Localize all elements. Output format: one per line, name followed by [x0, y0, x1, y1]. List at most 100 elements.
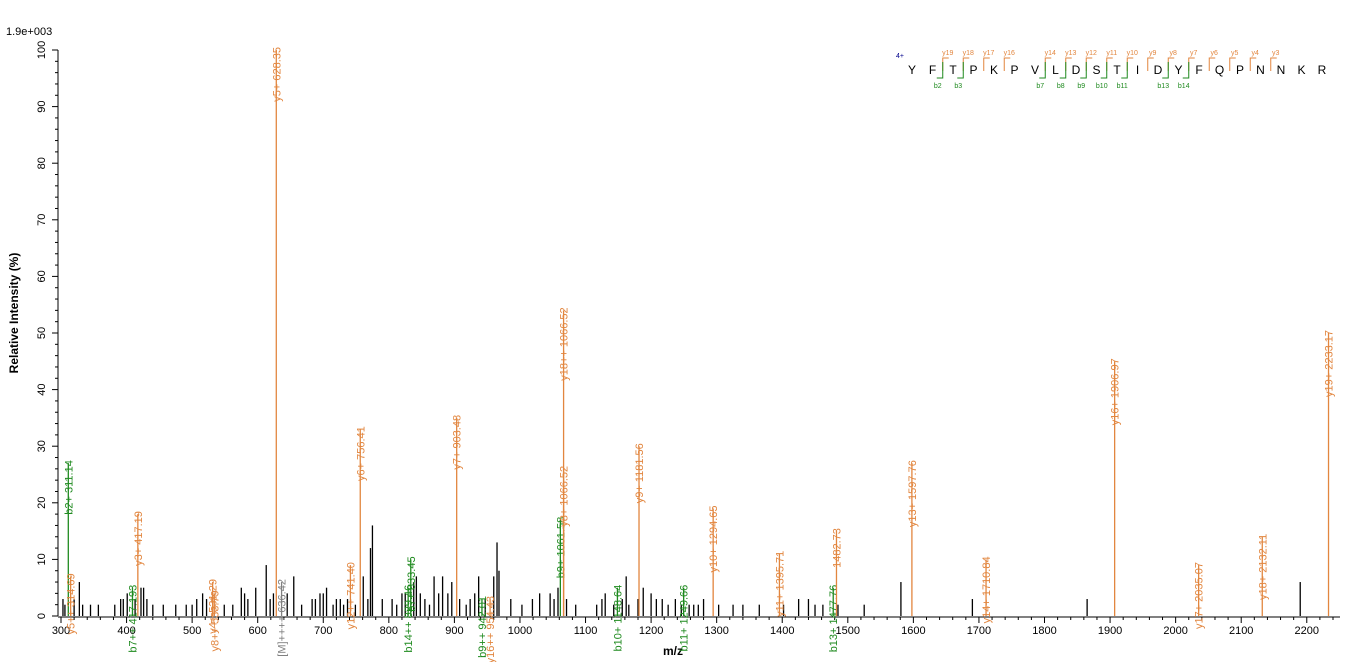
- x-tick-label: 700: [314, 625, 332, 637]
- annotated-peak: y16++ 954.43: [485, 596, 497, 662]
- annotated-peak: b14++ 829.46: [403, 585, 415, 653]
- annotated-peak: b7++ 417.193: [127, 585, 139, 653]
- residue: Q: [1215, 63, 1224, 77]
- peak-label: y16++ 954.43: [485, 596, 497, 662]
- residue: N: [1277, 63, 1286, 77]
- residue: D: [1154, 63, 1163, 77]
- peak-label: y3+ 417.19: [133, 511, 145, 566]
- residue: K: [990, 63, 998, 77]
- peak-label: y11+ 1395.71: [774, 551, 786, 617]
- y-fragment-marker: [942, 57, 949, 71]
- y-fragment-label: y7: [1190, 50, 1198, 57]
- y-tick-label: 60: [36, 270, 48, 282]
- peak-label: y16+ 1906.97: [1110, 358, 1122, 425]
- residue: L: [1052, 63, 1059, 77]
- y-fragment-marker: [1229, 57, 1236, 71]
- b-fragment-label: b11: [1117, 83, 1128, 90]
- annotated-peak: b10+ 1148.64: [612, 585, 624, 652]
- annotated-peak: y8++ 533.79: [209, 590, 221, 651]
- x-tick-label: 1800: [1032, 625, 1056, 637]
- x-tick-label: 500: [183, 625, 201, 637]
- y-tick-label: 0: [36, 613, 48, 619]
- y-tick-label: 50: [36, 327, 48, 339]
- annotated-peak: y5+ 628.35: [271, 47, 283, 616]
- y-fragment-marker: [1003, 57, 1011, 71]
- peak-label: b2+ 311.14: [63, 460, 75, 515]
- b-fragment-marker: [1059, 62, 1067, 79]
- peak-label: y19+ 2233.17: [1324, 330, 1336, 397]
- x-tick-label: 1600: [901, 625, 925, 637]
- y-fragment-marker: [1188, 57, 1195, 71]
- y-fragment-label: y6: [1211, 50, 1219, 57]
- peak-label: y8++ 533.79: [209, 590, 221, 651]
- peak-label: b9+ 1061.58: [555, 517, 567, 578]
- y-fragment-label: y17: [983, 50, 994, 57]
- b-fragment-label: b3: [954, 83, 962, 90]
- y-tick-label: 30: [36, 440, 48, 452]
- y-fragment-label: y3: [1272, 50, 1280, 57]
- annotated-peak: y12++ 741.40: [345, 562, 357, 629]
- y-fragment-marker: [1106, 57, 1113, 71]
- peak-label: y14+ 1710.84: [981, 556, 993, 623]
- peak-label: [M]++++ 636.42: [277, 579, 289, 657]
- y-fragment-marker: [1208, 57, 1216, 71]
- annotated-peak: b7+ 833.45: [406, 556, 418, 616]
- y-fragment-label: y12: [1086, 50, 1097, 57]
- b-fragment-marker: [1080, 62, 1087, 79]
- residue: T: [949, 63, 957, 77]
- residue: F: [1195, 63, 1202, 77]
- y-fragment-label: y8: [1170, 50, 1178, 57]
- y-fragment-marker: [983, 57, 990, 71]
- y-fragment-marker: [1167, 57, 1175, 71]
- peak-label: y6+ 756.41: [355, 426, 367, 481]
- peak-label: y12++ 741.40: [345, 562, 357, 629]
- peak-label: y9+ 1181.56: [634, 443, 646, 503]
- y-fragment-label: y13: [1065, 50, 1076, 57]
- peak-label: y18+ 2132.11: [1257, 534, 1269, 600]
- y-fragment-label: y19: [942, 50, 953, 57]
- x-tick-label: 1200: [639, 625, 663, 637]
- residue: S: [1092, 63, 1100, 77]
- residue: P: [1010, 63, 1018, 77]
- intensity-scale-label: 1.9e+003: [6, 26, 52, 38]
- annotated-peak: y10+ 1294.65: [708, 505, 720, 616]
- y-fragment-marker: [1044, 57, 1052, 71]
- b-fragment-label: b7: [1036, 83, 1044, 90]
- peak-label: b13+ 1477.76: [828, 585, 840, 653]
- x-tick-label: 2100: [1229, 625, 1253, 637]
- x-axis-title: m/z: [663, 644, 683, 658]
- residue: K: [1297, 63, 1305, 77]
- y-fragment-label: y4: [1252, 50, 1260, 57]
- peak-label: b11+ 1249.66: [679, 585, 691, 652]
- annotated-peak: b2+ 311.14: [63, 460, 75, 616]
- annotated-peak: 1482.73: [831, 528, 843, 616]
- y-tick-label: 80: [36, 157, 48, 169]
- annotated-peak: y9+ 1181.56: [634, 443, 646, 616]
- peak-label: y10+ 1294.65: [708, 505, 720, 572]
- y-fragment-label: y10: [1127, 50, 1138, 57]
- y-fragment-marker: [1126, 57, 1134, 71]
- x-tick-label: 1500: [836, 625, 860, 637]
- y-tick-label: 70: [36, 214, 48, 226]
- y-fragment-marker: [1270, 57, 1277, 71]
- y-tick-label: 10: [36, 553, 48, 565]
- b-fragment-marker: [1100, 62, 1108, 79]
- residue: F: [929, 63, 936, 77]
- peak-label: b10+ 1148.64: [612, 585, 624, 652]
- peak-label: b9++ 942.01: [477, 596, 489, 658]
- y-fragment-label: y5: [1231, 50, 1239, 57]
- b-fragment-marker: [1182, 62, 1190, 79]
- x-tick-label: 900: [445, 625, 463, 637]
- annotated-peak: y6+ 756.41: [355, 426, 367, 616]
- y-fragment-label: y14: [1045, 50, 1056, 57]
- x-tick-label: 2200: [1295, 625, 1319, 637]
- annotated-peak: y19+ 2233.17: [1324, 330, 1336, 616]
- x-tick-label: 400: [117, 625, 135, 637]
- peak-label: b7+ 833.45: [406, 556, 418, 611]
- y-axis-title: Relative Intensity (%): [7, 253, 21, 374]
- y-tick-label: 90: [36, 100, 48, 112]
- b-fragment-label: b14: [1178, 83, 1190, 90]
- annotated-peak: y7+ 903.48: [452, 415, 464, 616]
- annotated-peak: y11+ 1395.71: [774, 551, 786, 617]
